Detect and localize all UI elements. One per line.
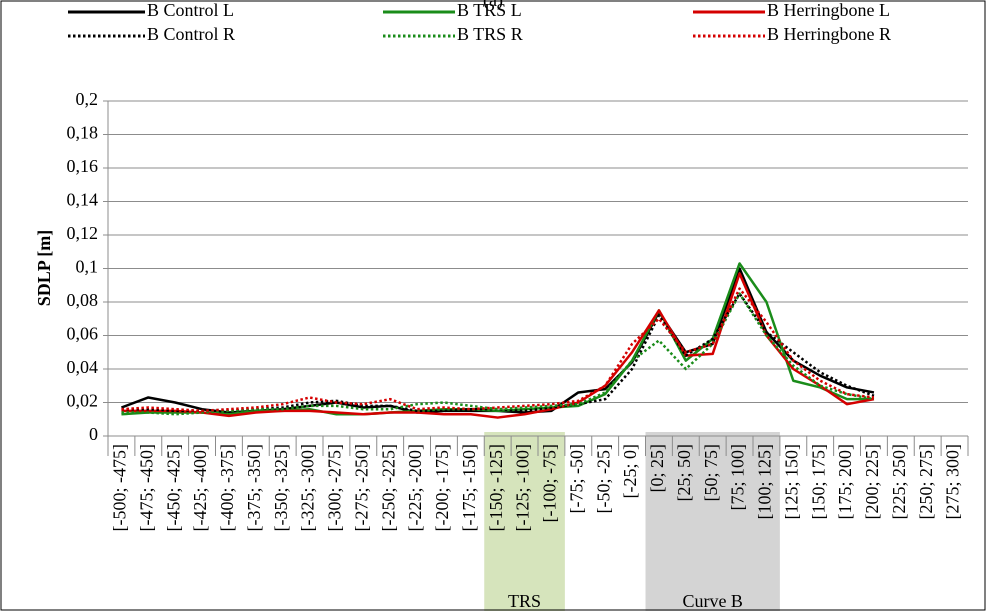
x-tick-label: [50; 75] [701, 444, 721, 502]
x-tick-label: [-325; -300] [298, 444, 318, 531]
x-tick-label: [275; 300] [943, 444, 963, 520]
y-tick-label: 0,12 [67, 223, 99, 243]
x-tick-label: [175; 200] [835, 444, 855, 520]
x-tick-label: [-300; -275] [325, 444, 345, 531]
legend-label: B Herringbone R [767, 24, 891, 44]
y-tick-label: 0,18 [67, 123, 99, 143]
legend-label: B TRS R [457, 24, 523, 44]
annotation-band [484, 432, 565, 611]
plot [121, 262, 875, 419]
x-tick-label: [-425; -400] [190, 444, 210, 531]
legend-label: B Control R [147, 24, 235, 44]
x-tick-label: [0; 25] [647, 444, 667, 493]
legend-label: B TRS L [457, 0, 522, 20]
x-tick-label: [100; 125] [755, 444, 775, 520]
x-tick-label: [-375; -350] [244, 444, 264, 531]
x-tick-label: [-100; -75] [540, 444, 560, 522]
x-tick-label: [-275; -250] [351, 444, 371, 531]
series-line [121, 262, 874, 416]
x-tick-label: [-500; -475] [110, 444, 130, 531]
x-tick-label: [-125; -100] [513, 444, 533, 531]
annotation-label: TRS [508, 591, 541, 611]
x-tick-label: [-200; -175] [432, 444, 452, 531]
annotation-band [645, 432, 780, 611]
x-tick-label: [-400; -375] [217, 444, 237, 531]
y-tick-label: 0 [89, 424, 98, 444]
x-tick-label: [200; 225] [862, 444, 882, 520]
series-line [121, 292, 875, 416]
y-axis-label: SDLP [m] [34, 230, 54, 307]
series-line [121, 272, 875, 419]
series-line [121, 287, 875, 413]
x-tick-label: [-50; -25] [593, 444, 613, 513]
y-tick-label: 0,06 [67, 324, 99, 344]
y-tick-label: 0,14 [67, 190, 99, 210]
x-tick-label: [-150; -125] [486, 444, 506, 531]
annotation-bands [484, 432, 780, 611]
x-tick-label: [-175; -150] [459, 444, 479, 531]
x-tick-label: [-350; -325] [271, 444, 291, 531]
x-tick-label: [-25; 0] [620, 444, 640, 498]
x-tick-label: [-75; -50] [566, 444, 586, 513]
x-tick-label: [125; 150] [781, 444, 801, 520]
chart-title: (a) [483, 0, 503, 11]
grid [103, 100, 969, 456]
legend-label: B Control L [147, 0, 234, 20]
legend-label: B Herringbone L [767, 0, 890, 20]
x-tick-label: [-475; -450] [136, 444, 156, 531]
x-tick-label: [225; 250] [889, 444, 909, 520]
x-tick-label: [-225; -200] [405, 444, 425, 531]
y-tick-label: 0,1 [76, 257, 99, 277]
y-tick-label: 0,02 [67, 391, 99, 411]
x-tick-label: [75; 100] [728, 444, 748, 511]
x-tick-label: [25; 50] [674, 444, 694, 502]
y-tick-label: 0,08 [67, 290, 99, 310]
x-tick-label: [150; 175] [808, 444, 828, 520]
x-tick-label: [-450; -425] [163, 444, 183, 531]
y-tick-label: 0,16 [67, 156, 99, 176]
annotation-label: Curve B [682, 591, 743, 611]
x-tick-label: [-250; -225] [378, 444, 398, 531]
x-tick-label: [250; 275] [916, 444, 936, 520]
y-tick-label: 0,2 [76, 89, 99, 109]
y-tick-label: 0,04 [67, 357, 99, 377]
